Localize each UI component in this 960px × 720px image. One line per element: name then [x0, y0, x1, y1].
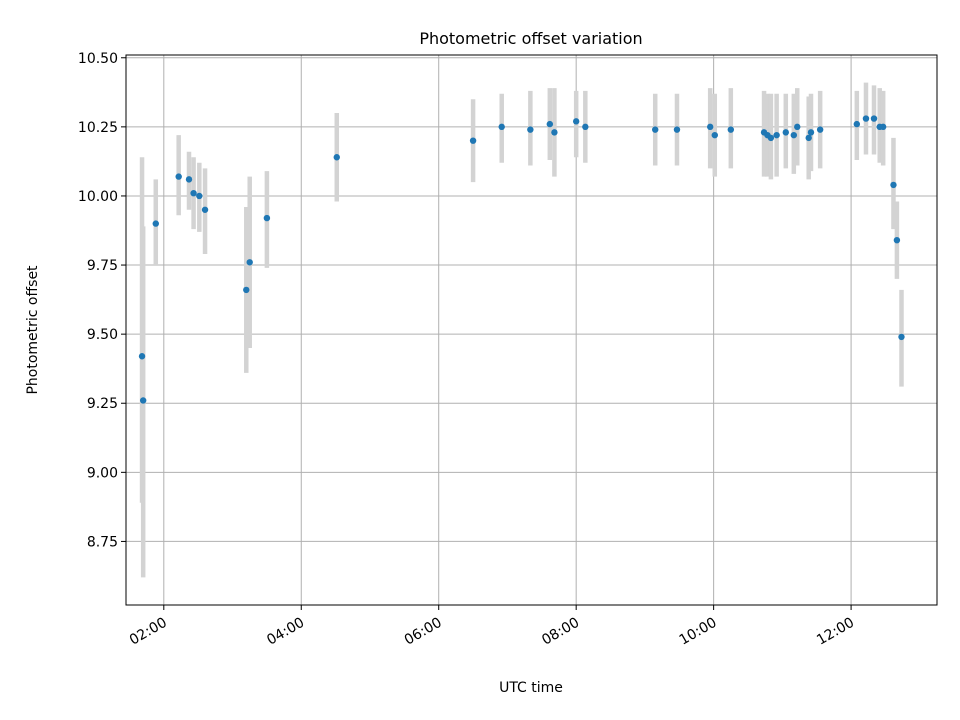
data-point [816, 126, 824, 133]
data-point [572, 118, 580, 125]
x-tick-label: 04:00 [264, 615, 307, 649]
data-point [527, 126, 534, 133]
x-tick-label: 12:00 [814, 615, 857, 649]
data-point [469, 137, 477, 144]
y-tick-label: 9.75 [87, 258, 118, 274]
data-point [175, 173, 182, 180]
data-point [898, 333, 905, 341]
data-point [706, 123, 714, 131]
y-axis-label: Photometric offset [25, 265, 41, 395]
data-point [673, 126, 681, 133]
data-point [790, 131, 798, 139]
data-point [893, 236, 901, 244]
data-point [139, 397, 147, 404]
data-point [246, 259, 253, 266]
data-point [263, 214, 271, 222]
plot-area-frame [125, 54, 938, 606]
data-point [773, 131, 780, 139]
y-tick-label: 9.25 [87, 396, 118, 412]
y-tick-label: 9.00 [87, 465, 118, 481]
y-tick-label: 10.50 [78, 51, 118, 67]
data-point [652, 126, 659, 133]
data-point [782, 129, 789, 136]
y-axis-ticks: 8.75 9.00 9.25 9.50 9.75 10.00 10.25 10.50 [78, 51, 126, 550]
y-tick-label: 9.50 [87, 327, 118, 343]
x-axis-ticks: 02:00 04:00 06:00 08:00 10:00 12:00 [127, 605, 857, 649]
data-point [890, 181, 897, 189]
y-tick-label: 10.00 [78, 189, 118, 205]
x-tick-label: 10:00 [677, 615, 720, 649]
data-point [807, 129, 815, 136]
data-point [862, 115, 870, 122]
data-point [190, 189, 197, 197]
data-point [333, 154, 340, 161]
error-bars [139, 82, 904, 578]
data-point [853, 120, 861, 128]
data-point [185, 176, 193, 183]
y-tick-label: 8.75 [87, 534, 118, 550]
x-axis-label: UTC time [499, 680, 563, 696]
data-point [794, 123, 801, 131]
data-point [196, 192, 203, 200]
data-point [138, 353, 146, 360]
data-point [727, 126, 735, 133]
data-point [152, 220, 159, 227]
data-point [551, 129, 558, 136]
data-point [582, 123, 589, 131]
x-tick-label: 06:00 [402, 615, 445, 649]
data-point [201, 206, 209, 213]
data-point [711, 131, 718, 139]
data-point [498, 123, 505, 131]
chart-title: Photometric offset variation [419, 29, 642, 48]
x-tick-label: 02:00 [127, 615, 170, 649]
data-point [243, 286, 250, 294]
data-point [767, 134, 775, 142]
data-point [546, 120, 554, 128]
data-point [879, 123, 887, 131]
data-point [870, 115, 878, 122]
y-tick-label: 10.25 [78, 120, 118, 136]
x-tick-label: 08:00 [539, 615, 582, 649]
data-point [805, 134, 812, 142]
data-points [138, 115, 905, 404]
